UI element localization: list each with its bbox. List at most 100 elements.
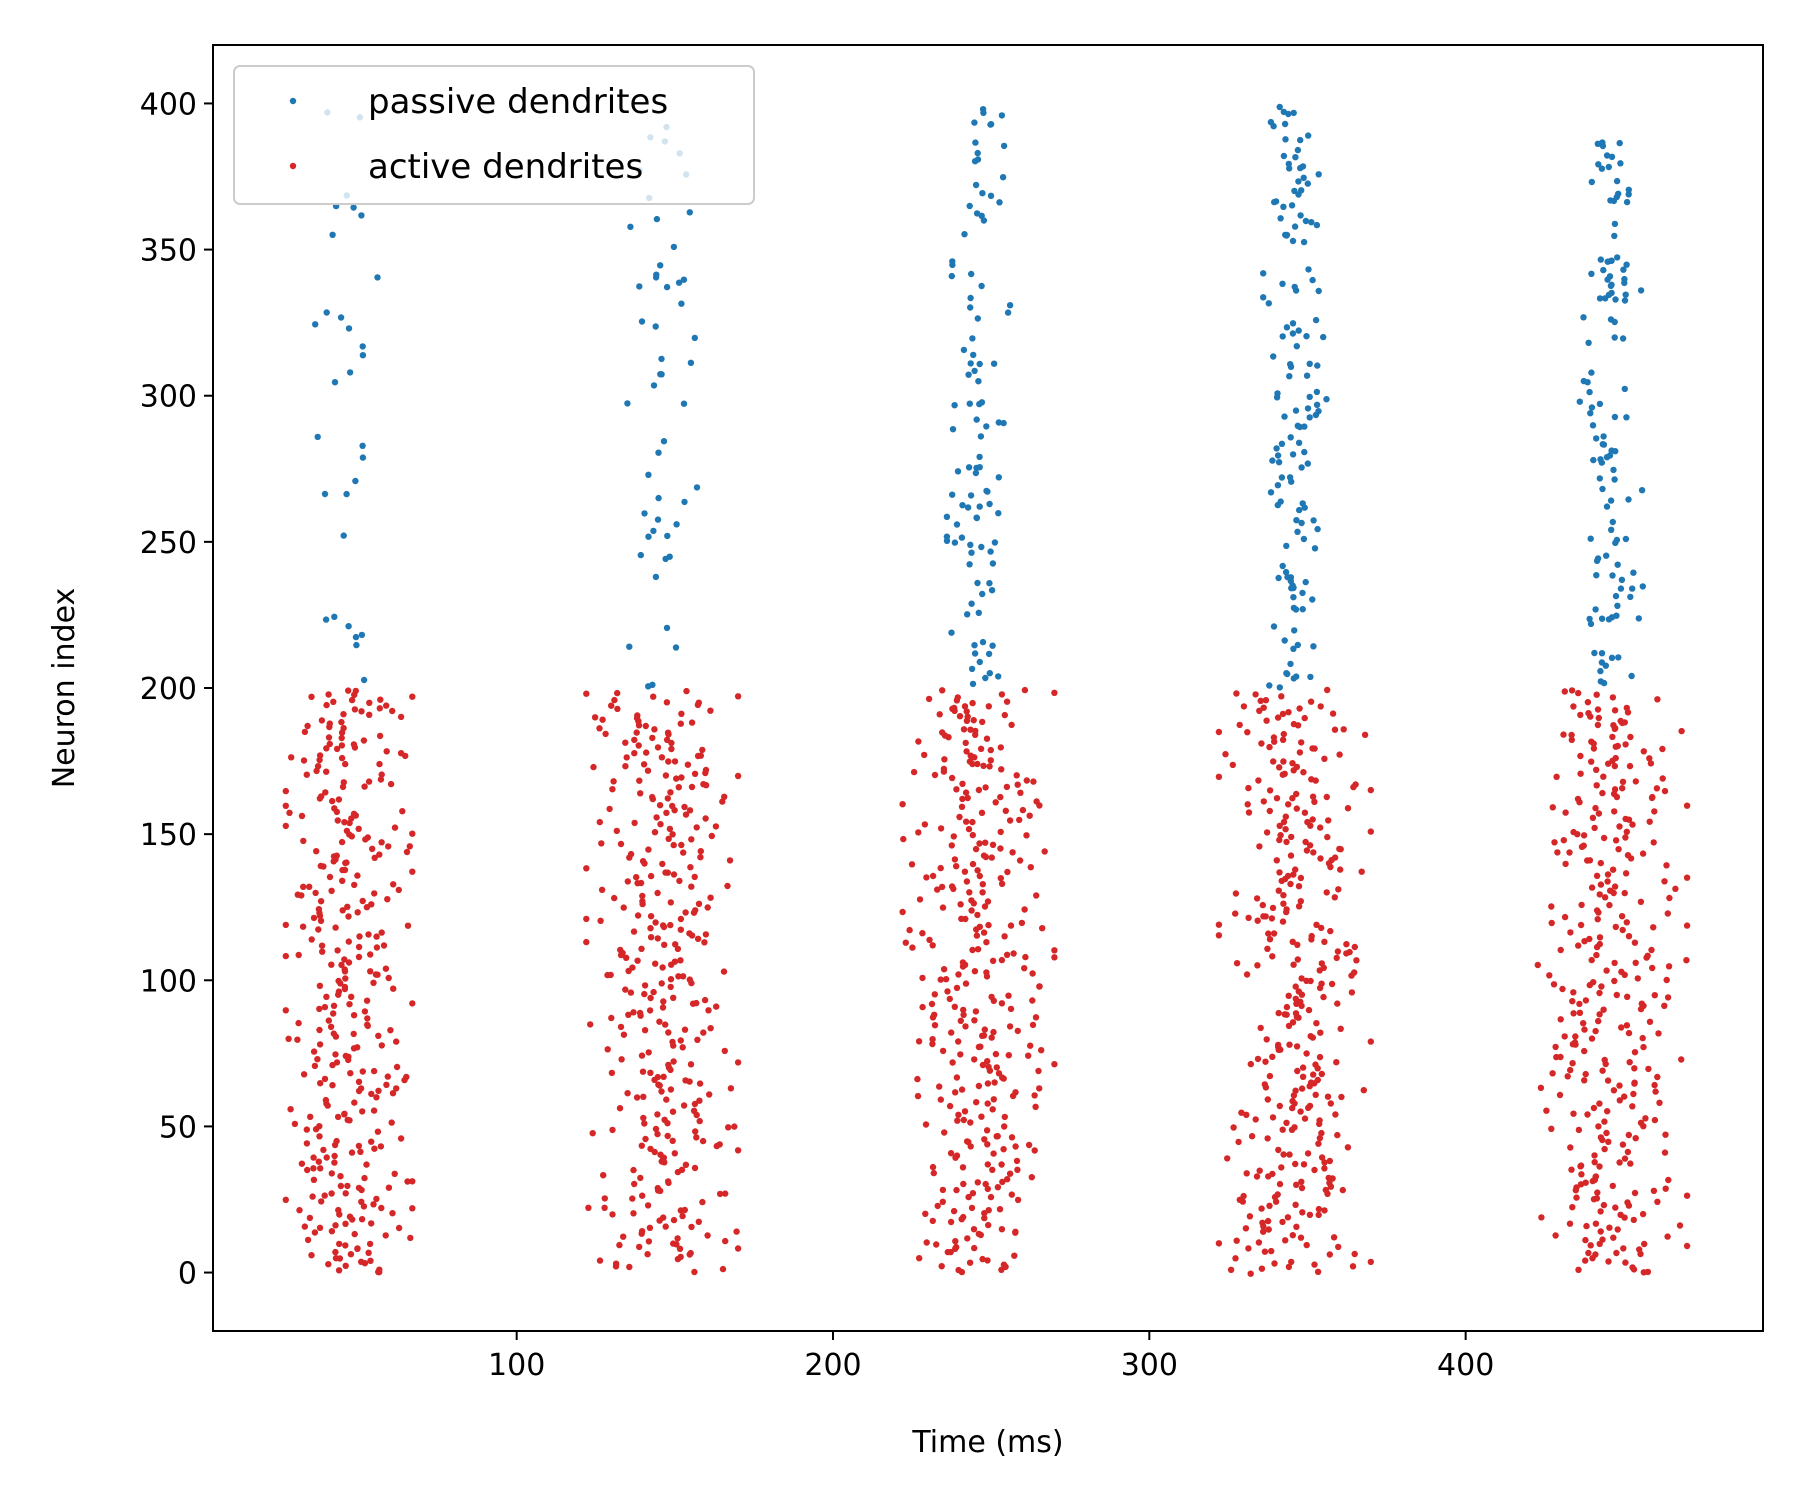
active-spike bbox=[996, 1206, 1004, 1213]
active-spike bbox=[368, 1220, 375, 1227]
passive-spike bbox=[948, 629, 955, 636]
active-spike bbox=[1567, 929, 1574, 936]
active-spike bbox=[1678, 727, 1685, 735]
active-spike bbox=[326, 740, 333, 748]
passive-spike bbox=[1597, 667, 1604, 675]
passive-spike bbox=[972, 469, 980, 477]
active-spike bbox=[1292, 1201, 1299, 1209]
passive-spike bbox=[1294, 146, 1302, 154]
passive-spike bbox=[967, 360, 974, 367]
x-axis: 100 200 300 400 bbox=[488, 1331, 1494, 1383]
legend-marker-active bbox=[289, 162, 297, 170]
active-spike bbox=[316, 982, 324, 989]
active-spike bbox=[1560, 837, 1568, 844]
active-spike bbox=[1006, 1170, 1014, 1177]
active-spike bbox=[310, 1176, 318, 1184]
active-spike bbox=[931, 771, 939, 779]
active-spike bbox=[641, 1027, 649, 1034]
active-spike bbox=[634, 957, 641, 964]
active-spike bbox=[1033, 892, 1040, 899]
active-spike bbox=[964, 1235, 971, 1242]
active-spike bbox=[664, 729, 672, 736]
passive-spike bbox=[1290, 109, 1297, 117]
passive-spike bbox=[973, 514, 981, 522]
active-spike bbox=[1651, 808, 1658, 815]
active-spike bbox=[963, 818, 970, 825]
active-spike bbox=[1318, 980, 1325, 987]
active-spike bbox=[1258, 1205, 1265, 1212]
active-spike bbox=[733, 1228, 740, 1235]
active-spike bbox=[1622, 741, 1629, 748]
active-spike bbox=[325, 1017, 332, 1024]
active-spike bbox=[1273, 795, 1281, 802]
passive-spike bbox=[978, 543, 985, 551]
active-spike bbox=[1278, 693, 1285, 700]
passive-spike bbox=[1281, 120, 1289, 128]
active-spike bbox=[654, 1111, 661, 1118]
active-spike bbox=[1593, 872, 1601, 879]
active-spike bbox=[311, 1062, 319, 1070]
active-spike bbox=[1604, 1108, 1611, 1115]
active-spike bbox=[1030, 778, 1037, 785]
active-spike bbox=[989, 841, 997, 848]
active-spike bbox=[664, 795, 671, 802]
active-spike bbox=[617, 951, 625, 959]
active-spike bbox=[985, 703, 992, 710]
active-spike bbox=[383, 702, 390, 709]
passive-spike bbox=[1310, 643, 1317, 650]
active-spike bbox=[950, 833, 957, 840]
active-spike bbox=[377, 1143, 385, 1150]
active-spike bbox=[939, 1186, 947, 1194]
passive-spike bbox=[1000, 419, 1007, 427]
active-spike bbox=[992, 1050, 1000, 1058]
x-tick-label: 200 bbox=[804, 1348, 861, 1383]
active-spike bbox=[361, 783, 368, 790]
active-spike bbox=[607, 971, 614, 979]
active-spike bbox=[1323, 793, 1331, 801]
active-spike bbox=[1254, 1055, 1262, 1063]
passive-spike bbox=[1585, 339, 1592, 346]
passive-spike bbox=[983, 423, 990, 430]
active-spike bbox=[1661, 1002, 1668, 1009]
active-spike bbox=[1215, 728, 1223, 736]
active-spike bbox=[1610, 1087, 1618, 1094]
passive-spike bbox=[1298, 464, 1305, 471]
active-spike bbox=[393, 1038, 400, 1045]
passive-spike bbox=[991, 539, 999, 546]
active-spike bbox=[367, 968, 374, 975]
active-spike bbox=[1596, 1011, 1603, 1018]
active-spike bbox=[345, 959, 353, 966]
active-spike bbox=[1340, 726, 1347, 733]
active-spike bbox=[683, 687, 690, 695]
active-spike bbox=[978, 1113, 985, 1120]
active-spike bbox=[1600, 1201, 1608, 1209]
active-spike bbox=[325, 734, 333, 741]
passive-spike bbox=[1287, 660, 1294, 668]
active-spike bbox=[345, 913, 352, 920]
active-spike bbox=[317, 917, 325, 924]
passive-spike bbox=[1608, 654, 1616, 661]
active-spike bbox=[1534, 961, 1542, 969]
passive-spike bbox=[1313, 221, 1321, 229]
active-spike bbox=[1334, 1000, 1341, 1007]
active-spike bbox=[1650, 839, 1657, 846]
active-spike bbox=[651, 726, 658, 733]
active-spike bbox=[1592, 1220, 1600, 1227]
active-spike bbox=[1289, 795, 1296, 802]
active-spike bbox=[1031, 1092, 1038, 1099]
passive-spike bbox=[983, 487, 990, 495]
active-spike bbox=[409, 868, 416, 875]
active-spike bbox=[725, 1124, 732, 1131]
active-spike bbox=[647, 1145, 654, 1153]
active-spike bbox=[682, 909, 689, 916]
passive-spike bbox=[988, 587, 996, 594]
active-spike bbox=[673, 775, 680, 782]
active-spike bbox=[1610, 1234, 1617, 1241]
active-spike bbox=[341, 966, 348, 973]
active-spike bbox=[1554, 849, 1561, 856]
active-spike bbox=[604, 1046, 611, 1053]
active-spike bbox=[899, 908, 906, 916]
active-spike bbox=[307, 1113, 314, 1121]
active-spike bbox=[660, 1073, 667, 1081]
active-spike bbox=[633, 874, 640, 881]
